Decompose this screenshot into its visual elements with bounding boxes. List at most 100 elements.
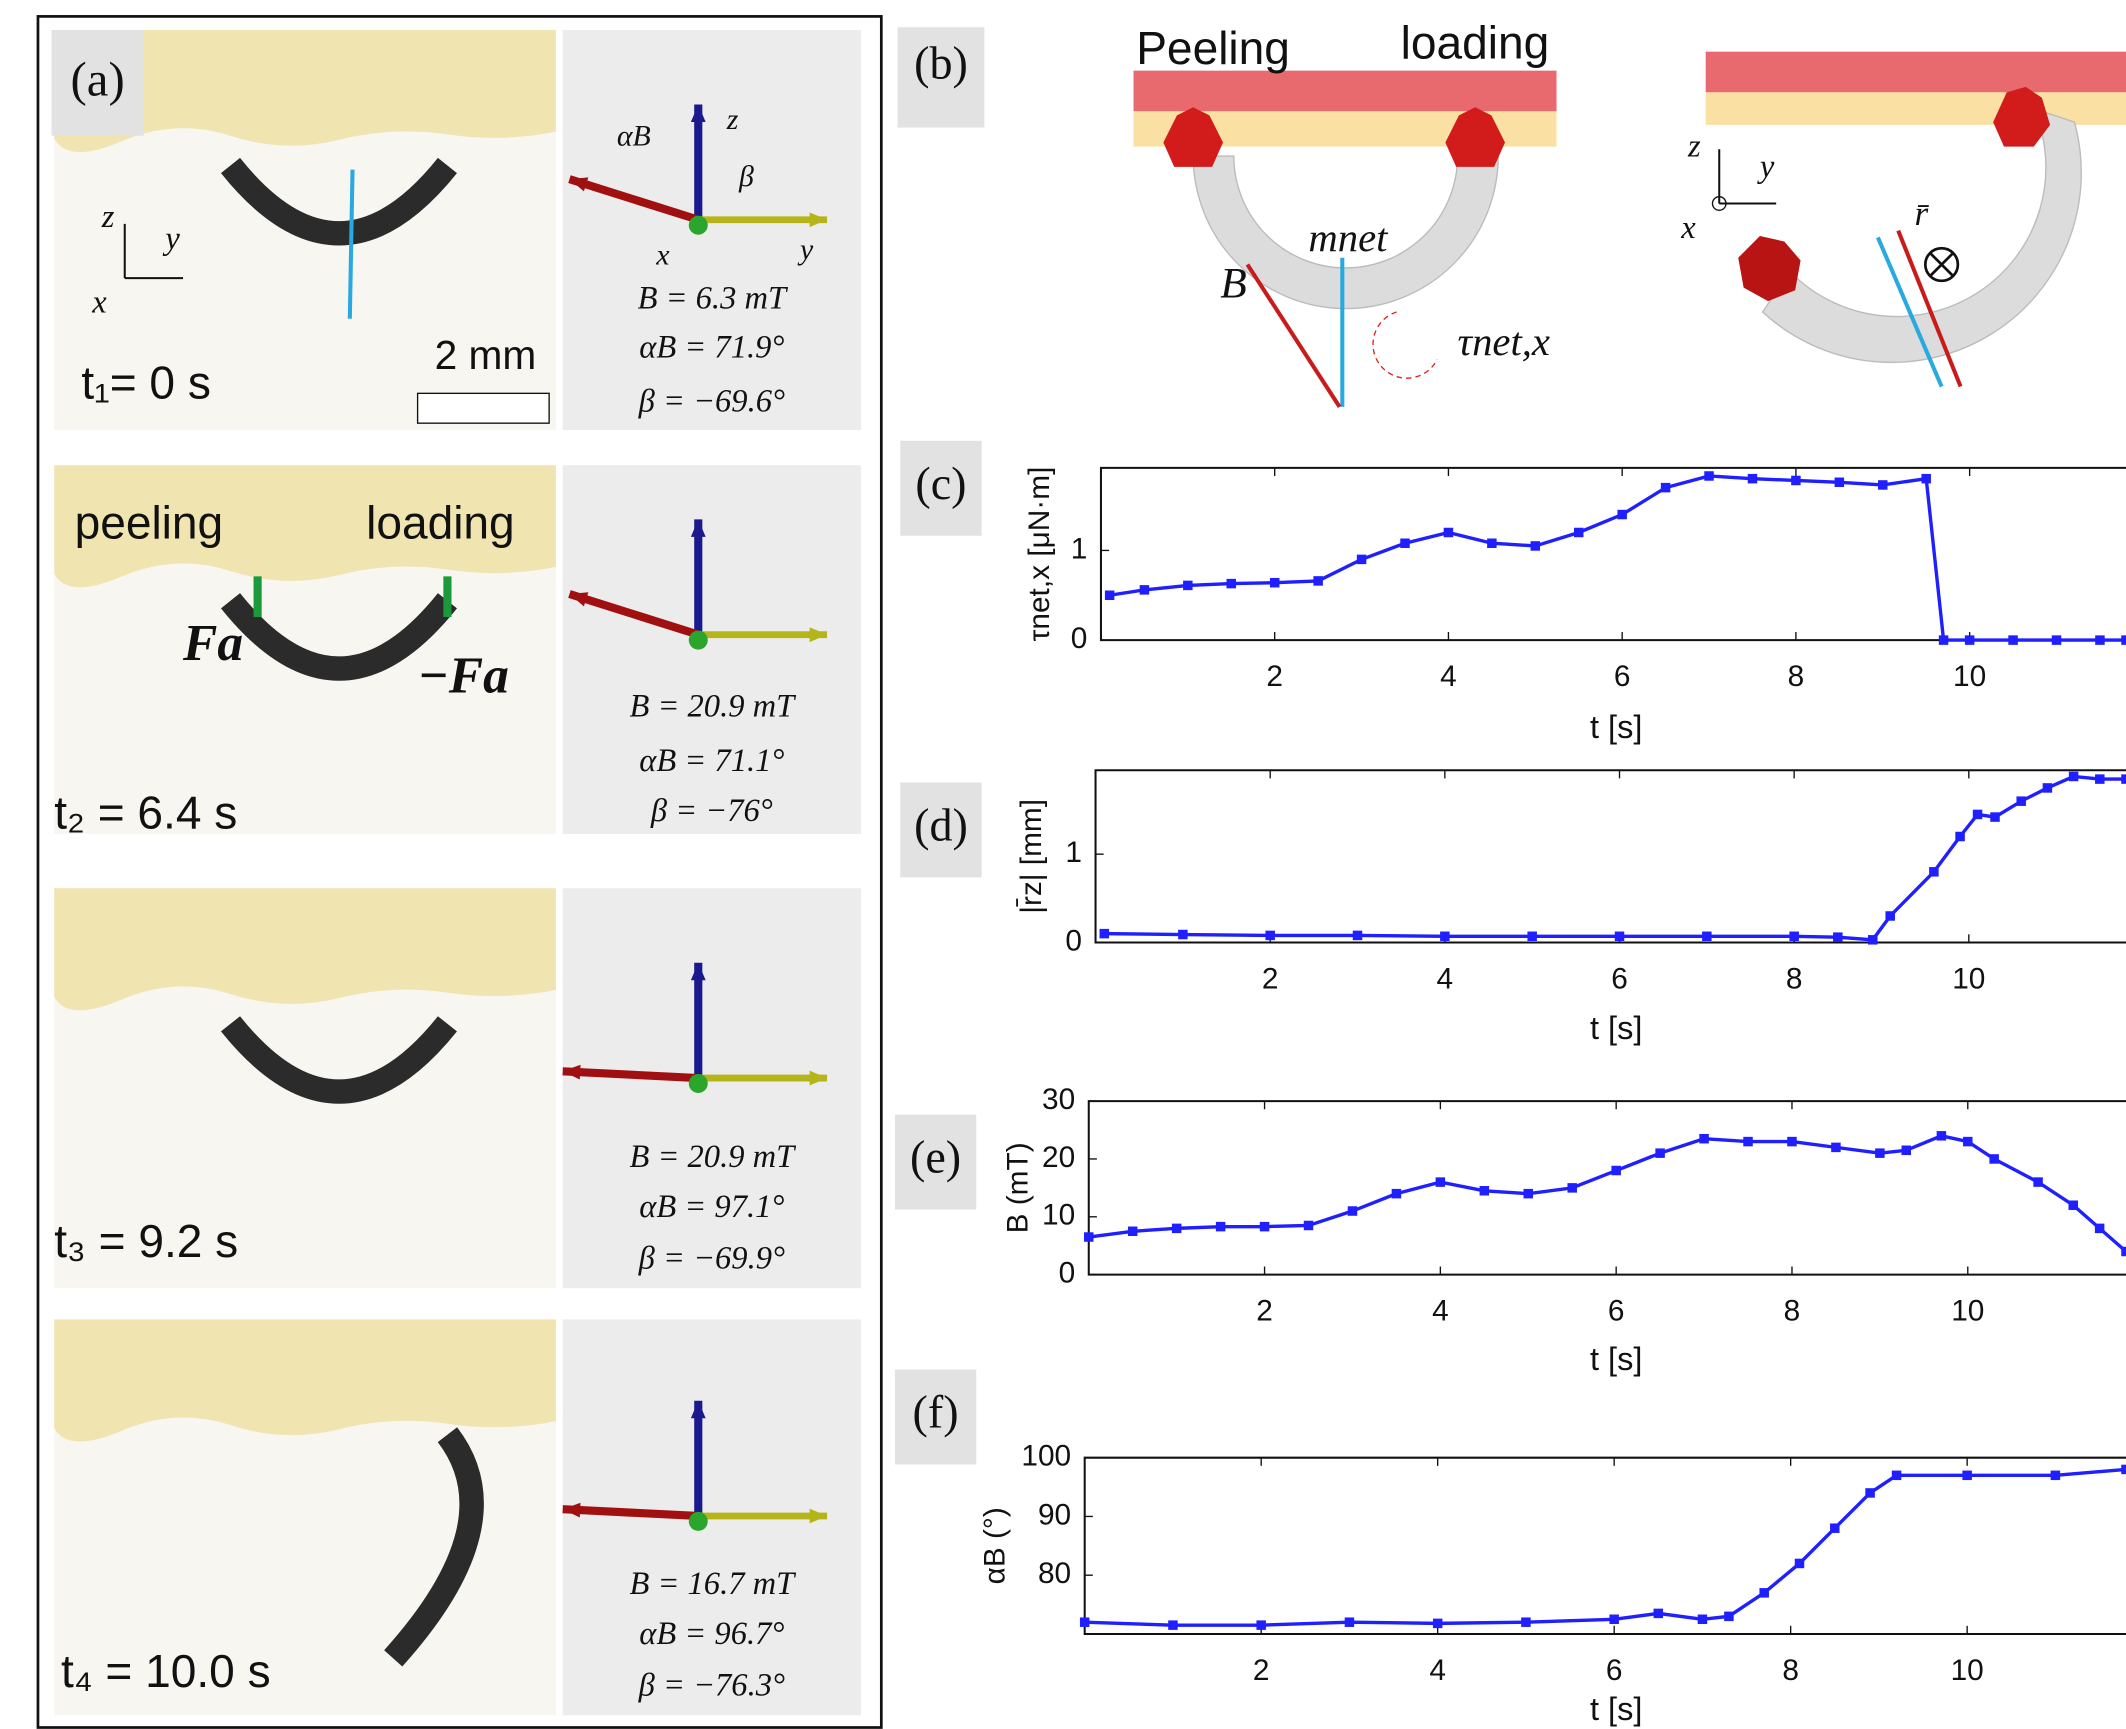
data-point [1875, 1148, 1884, 1157]
axes-frame [1089, 1101, 2126, 1275]
data-point [1609, 1615, 1618, 1624]
data-line [1104, 776, 2126, 939]
data-point [1084, 1232, 1093, 1241]
data-point [1868, 935, 1877, 944]
data-point [1080, 1617, 1089, 1626]
x-tick-label: 6 [1614, 660, 1631, 693]
axis-label: y [1757, 149, 1775, 185]
data-point [1313, 576, 1322, 585]
data-point [1348, 1206, 1357, 1215]
data-point [1128, 1227, 1137, 1236]
data-point [1216, 1222, 1225, 1231]
x-tick-label: 10 [1951, 1294, 1984, 1327]
data-point [1527, 932, 1536, 941]
x-tick-label: 8 [1788, 660, 1805, 693]
field-angle: αB = 71.1° [639, 743, 784, 779]
position-label: r̄ [1914, 194, 1929, 233]
substrate [1134, 71, 1557, 112]
figure: (b) Peeling loading mnet B τnet,x z y x … [0, 0, 2126, 1729]
data-point [1440, 932, 1449, 941]
x-tick-label: 10 [1951, 1654, 1984, 1687]
data-point [1480, 1186, 1489, 1195]
field-magnitude: B = 20.9 mT [629, 1139, 797, 1175]
x-axis-label: t [s] [1590, 1341, 1642, 1377]
triad-label: β [738, 160, 754, 193]
data-point [2043, 783, 2052, 792]
axis-label: z [1687, 129, 1701, 165]
data-point [1260, 1222, 1269, 1231]
data-point [1392, 1189, 1401, 1198]
x-axis-label: t [s] [1590, 709, 1642, 745]
axes-frame [1096, 770, 2126, 942]
y-tick-label: 10 [1042, 1199, 1075, 1232]
x-tick-label: 2 [1262, 962, 1279, 995]
data-point [1835, 478, 1844, 487]
data-point [1270, 578, 1279, 587]
data-point [1436, 1177, 1445, 1186]
data-point [1795, 1559, 1804, 1568]
field-beta: β = −76° [650, 793, 773, 829]
field-label: B [1220, 260, 1247, 308]
data-point [1168, 1620, 1177, 1629]
data-point [1962, 1471, 1971, 1480]
peeling-label: peeling [75, 496, 224, 548]
field-beta: β = −76.3° [638, 1668, 785, 1704]
x-tick-label: 4 [1440, 660, 1457, 693]
y-tick-label: 0 [1065, 924, 1082, 957]
data-point [2121, 1247, 2126, 1256]
substrate-photo [54, 888, 556, 1010]
data-point [1661, 483, 1670, 492]
x-axis-dot [689, 631, 708, 650]
data-point [1791, 476, 1800, 485]
data-point [1531, 541, 1540, 550]
data-point [1885, 911, 1894, 920]
data-point [1655, 1148, 1664, 1157]
data-point [1702, 932, 1711, 941]
vector-panel [563, 888, 861, 1288]
data-point [1748, 474, 1757, 483]
data-point [1357, 555, 1366, 564]
time-label: t₃ = 9.2 s [54, 1215, 238, 1267]
x-tick-label: 8 [1784, 1294, 1801, 1327]
data-point [1965, 635, 1974, 644]
data-point [1865, 1488, 1874, 1497]
data-point [1521, 1617, 1530, 1626]
y-tick-label: 0 [1071, 622, 1088, 655]
scale-bar [418, 393, 550, 423]
data-point [1524, 1189, 1533, 1198]
data-point [1178, 930, 1187, 939]
data-point [2069, 772, 2078, 781]
x-axis-dot [689, 216, 708, 235]
data-point [2051, 1471, 2060, 1480]
data-point [1955, 832, 1964, 841]
data-point [1939, 635, 1948, 644]
data-point [2069, 1200, 2078, 1209]
field-magnitude: B = 16.7 mT [629, 1566, 797, 1602]
x-tick-label: 10 [1952, 962, 1985, 995]
data-point [1183, 581, 1192, 590]
y-tick-label: 1 [1071, 532, 1088, 565]
data-point [1892, 1471, 1901, 1480]
data-point [2121, 1465, 2126, 1474]
data-point [1617, 510, 1626, 519]
x-tick-label: 8 [1782, 1654, 1799, 1687]
data-point [1989, 1154, 1998, 1163]
data-point [1353, 931, 1362, 940]
data-point [2052, 635, 2061, 644]
triad-label: αB [617, 119, 651, 152]
data-point [1433, 1619, 1442, 1628]
data-point [2121, 774, 2126, 783]
data-point [1265, 931, 1274, 940]
axis-label: y [162, 221, 180, 257]
y-axis-label: |r̄z| [mm] [1015, 799, 1048, 914]
substrate-photo [54, 1319, 556, 1441]
y-axis-label: B (mT) [1001, 1142, 1034, 1233]
data-point [1833, 932, 1842, 941]
data-point [1759, 1588, 1768, 1597]
field-angle: αB = 71.9° [639, 329, 784, 365]
data-point [1787, 1137, 1796, 1146]
data-point [1878, 480, 1887, 489]
x-tick-label: 8 [1786, 962, 1803, 995]
data-point [2121, 635, 2126, 644]
y-tick-label: 20 [1042, 1141, 1075, 1174]
